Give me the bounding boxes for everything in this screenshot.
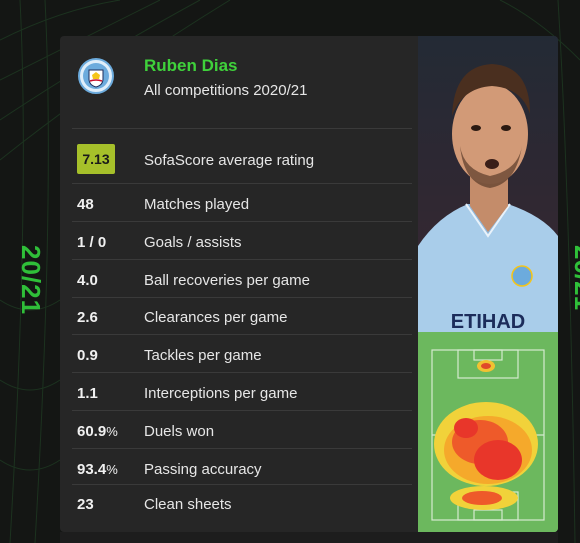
stat-row-passing-accuracy: 93.4% Passing accuracy — [60, 451, 418, 488]
player-photo: ETIHAD — [418, 36, 558, 332]
stat-row-clearances: 2.6 Clearances per game — [60, 299, 418, 336]
divider — [72, 334, 412, 335]
stat-row-goals-assists: 1 / 0 Goals / assists — [60, 224, 418, 261]
stat-value: 93.4% — [77, 461, 118, 478]
divider — [72, 183, 412, 184]
stat-value: 0.9 — [77, 347, 98, 364]
card-footer-strip — [60, 532, 558, 543]
player-stats-card: Ruben Dias All competitions 2020/21 7.13… — [60, 36, 558, 532]
stat-label: Clearances per game — [144, 309, 288, 326]
stat-row-interceptions: 1.1 Interceptions per game — [60, 375, 418, 412]
stat-label: Matches played — [144, 196, 250, 213]
shirt-sponsor: ETIHAD — [451, 311, 525, 332]
stat-value: 60.9% — [77, 423, 118, 440]
divider — [72, 259, 412, 260]
rating-row: 7.13 SofaScore average rating — [60, 138, 418, 184]
divider — [72, 221, 412, 222]
rating-badge: 7.13 — [77, 144, 115, 174]
stat-row-ball-recoveries: 4.0 Ball recoveries per game — [60, 262, 418, 299]
divider — [72, 448, 412, 449]
stat-label: Interceptions per game — [144, 385, 298, 402]
divider — [72, 297, 412, 298]
stat-label: Passing accuracy — [144, 461, 262, 478]
card-header: Ruben Dias All competitions 2020/21 — [60, 36, 418, 128]
stat-value: 1 / 0 — [77, 234, 107, 251]
divider — [72, 410, 412, 411]
stat-row-duels-won: 60.9% Duels won — [60, 413, 418, 450]
divider — [72, 128, 412, 129]
divider — [72, 484, 412, 485]
player-name: Ruben Dias — [144, 56, 238, 75]
stat-value: 48 — [77, 196, 94, 213]
heatmap — [418, 332, 558, 532]
stat-label: Ball recoveries per game — [144, 272, 310, 289]
stat-label: Tackles per game — [144, 347, 262, 364]
season-label-left: 20/21 — [16, 245, 46, 316]
club-crest-icon — [78, 58, 114, 94]
stat-row-matches: 48 Matches played — [60, 186, 418, 223]
stat-value: 2.6 — [77, 309, 98, 326]
stat-label: Clean sheets — [144, 496, 232, 513]
stat-row-tackles: 0.9 Tackles per game — [60, 337, 418, 374]
divider — [72, 372, 412, 373]
stat-value: 23 — [77, 496, 94, 513]
stat-label: Goals / assists — [144, 234, 242, 251]
rating-label: SofaScore average rating — [144, 152, 315, 169]
stat-row-clean-sheets: 23 Clean sheets — [60, 486, 418, 523]
season-label-right: 20/21 — [569, 245, 580, 311]
stat-label: Duels won — [144, 423, 215, 440]
competition-label: All competitions 2020/21 — [144, 82, 308, 99]
stat-value: 1.1 — [77, 385, 98, 402]
stat-value: 4.0 — [77, 272, 98, 289]
